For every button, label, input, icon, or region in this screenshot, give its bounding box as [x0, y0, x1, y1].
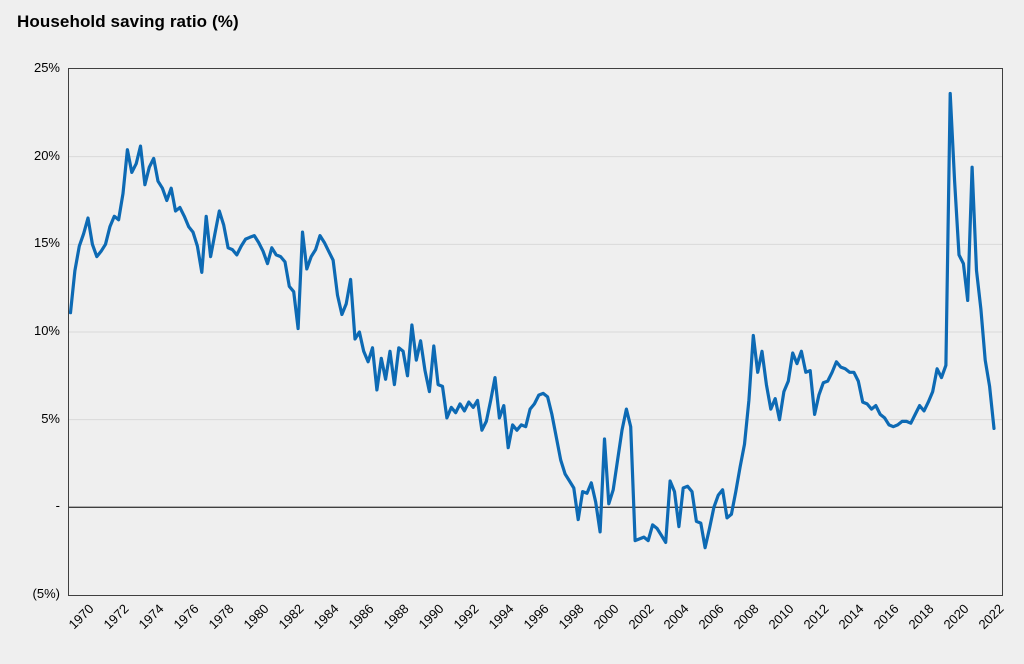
saving-ratio-series — [69, 91, 996, 550]
y-tick-label: 20% — [33, 147, 60, 163]
plot-area — [68, 68, 1003, 596]
y-tick-label: 15% — [33, 235, 60, 251]
y-tick-label: - — [55, 498, 60, 514]
y-tick-label: 5% — [41, 410, 60, 426]
y-tick-label: (5%) — [32, 586, 60, 601]
chart-title: Household saving ratio (%) — [17, 12, 239, 31]
saving-ratio-line-chart — [69, 91, 1002, 550]
y-tick-label: 10% — [33, 323, 60, 338]
y-tick-label: 25% — [33, 60, 60, 75]
